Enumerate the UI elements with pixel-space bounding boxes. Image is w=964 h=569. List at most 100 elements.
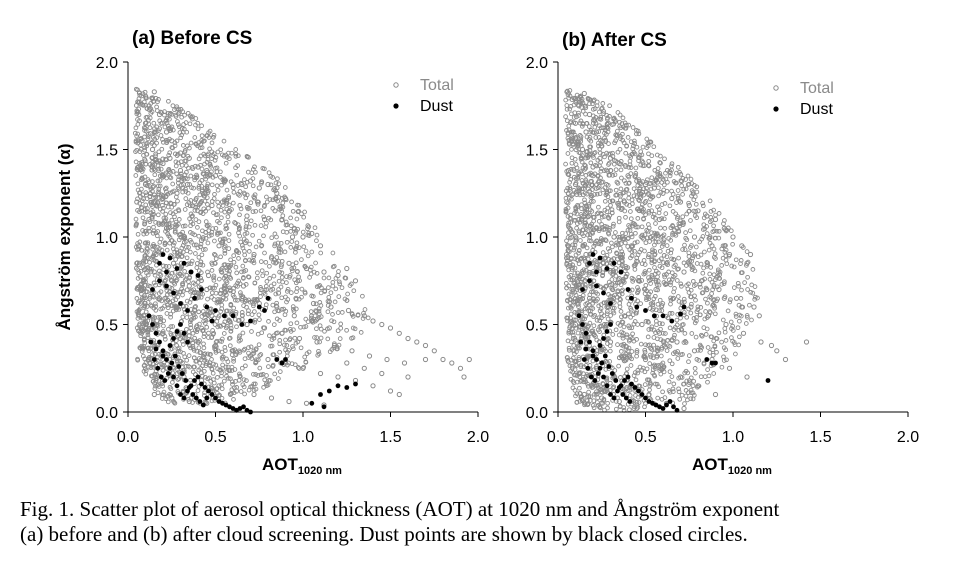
total-point xyxy=(365,315,371,321)
total-point xyxy=(645,228,651,234)
total-point xyxy=(180,388,186,394)
total-point xyxy=(604,304,610,310)
total-point xyxy=(594,103,600,109)
total-point xyxy=(268,255,275,261)
total-point xyxy=(584,372,590,377)
total-point xyxy=(156,166,161,172)
total-point xyxy=(679,322,685,328)
total-point xyxy=(591,155,596,160)
chart-title: (b) After CS xyxy=(562,30,667,51)
total-point xyxy=(234,249,240,255)
total-point xyxy=(173,219,179,225)
total-point xyxy=(314,309,319,314)
total-point xyxy=(222,248,228,254)
total-point xyxy=(693,201,699,207)
total-point xyxy=(648,196,653,202)
total-point xyxy=(284,299,289,305)
total-point xyxy=(625,173,631,179)
total-point xyxy=(174,190,180,196)
total-point xyxy=(681,405,687,412)
total-point xyxy=(284,222,290,228)
total-point xyxy=(573,147,579,153)
total-point xyxy=(174,358,180,363)
total-point xyxy=(308,264,314,270)
total-point xyxy=(596,204,601,210)
dust-point xyxy=(599,360,605,366)
dust-point xyxy=(604,329,610,334)
total-point xyxy=(588,331,593,336)
total-point xyxy=(572,296,578,301)
total-point xyxy=(225,214,231,220)
total-point xyxy=(712,216,719,223)
total-point xyxy=(565,185,571,191)
total-point xyxy=(170,308,176,314)
total-point xyxy=(282,342,287,348)
total-point xyxy=(296,245,302,250)
total-point xyxy=(147,260,152,265)
total-point xyxy=(233,147,239,152)
total-point xyxy=(617,323,623,328)
total-point xyxy=(576,304,581,309)
total-point xyxy=(569,147,574,152)
total-point xyxy=(576,248,582,253)
total-point xyxy=(150,343,156,348)
total-point xyxy=(576,261,582,267)
total-point xyxy=(716,286,722,293)
total-point xyxy=(698,305,704,310)
total-point xyxy=(243,363,248,369)
total-point xyxy=(147,294,153,299)
dust-point xyxy=(199,381,204,387)
total-point xyxy=(431,348,437,354)
total-point xyxy=(231,294,237,300)
total-point xyxy=(597,191,603,197)
total-point xyxy=(309,230,315,237)
total-point xyxy=(618,297,623,303)
total-point xyxy=(614,240,619,246)
total-point xyxy=(738,261,743,266)
total-point xyxy=(584,245,590,251)
total-point xyxy=(143,266,148,271)
total-point xyxy=(659,396,665,402)
total-point xyxy=(687,228,693,234)
total-point xyxy=(641,286,647,292)
total-point xyxy=(135,231,141,237)
total-point xyxy=(252,164,257,170)
total-point xyxy=(657,321,663,326)
total-point xyxy=(258,208,264,214)
total-point xyxy=(170,181,176,187)
total-point xyxy=(296,274,301,280)
total-point xyxy=(589,289,594,295)
total-point xyxy=(146,225,152,231)
total-point xyxy=(247,353,254,359)
total-point xyxy=(192,328,198,333)
total-point xyxy=(318,303,324,308)
total-point xyxy=(141,316,146,321)
total-point xyxy=(309,318,315,324)
total-point xyxy=(141,286,147,292)
total-point xyxy=(588,128,594,133)
total-point xyxy=(222,348,228,353)
total-point xyxy=(134,260,140,266)
total-point xyxy=(615,280,620,286)
total-point xyxy=(564,238,569,244)
total-point xyxy=(209,313,215,319)
total-point xyxy=(305,223,311,228)
total-point xyxy=(466,356,472,363)
total-point xyxy=(213,212,219,218)
series-total xyxy=(132,86,472,408)
total-point xyxy=(588,192,594,198)
total-point xyxy=(595,291,600,297)
total-point xyxy=(613,230,618,235)
total-point xyxy=(226,156,232,162)
total-point xyxy=(681,340,687,345)
legend-dust-marker xyxy=(773,106,779,112)
total-point xyxy=(643,240,649,246)
dust-point xyxy=(643,308,648,313)
total-point xyxy=(634,348,640,353)
total-point xyxy=(651,144,657,150)
total-point xyxy=(149,139,155,145)
dust-point xyxy=(188,269,194,275)
legend-dust-label: Dust xyxy=(420,98,453,115)
total-point xyxy=(256,185,262,191)
total-point xyxy=(688,304,694,310)
